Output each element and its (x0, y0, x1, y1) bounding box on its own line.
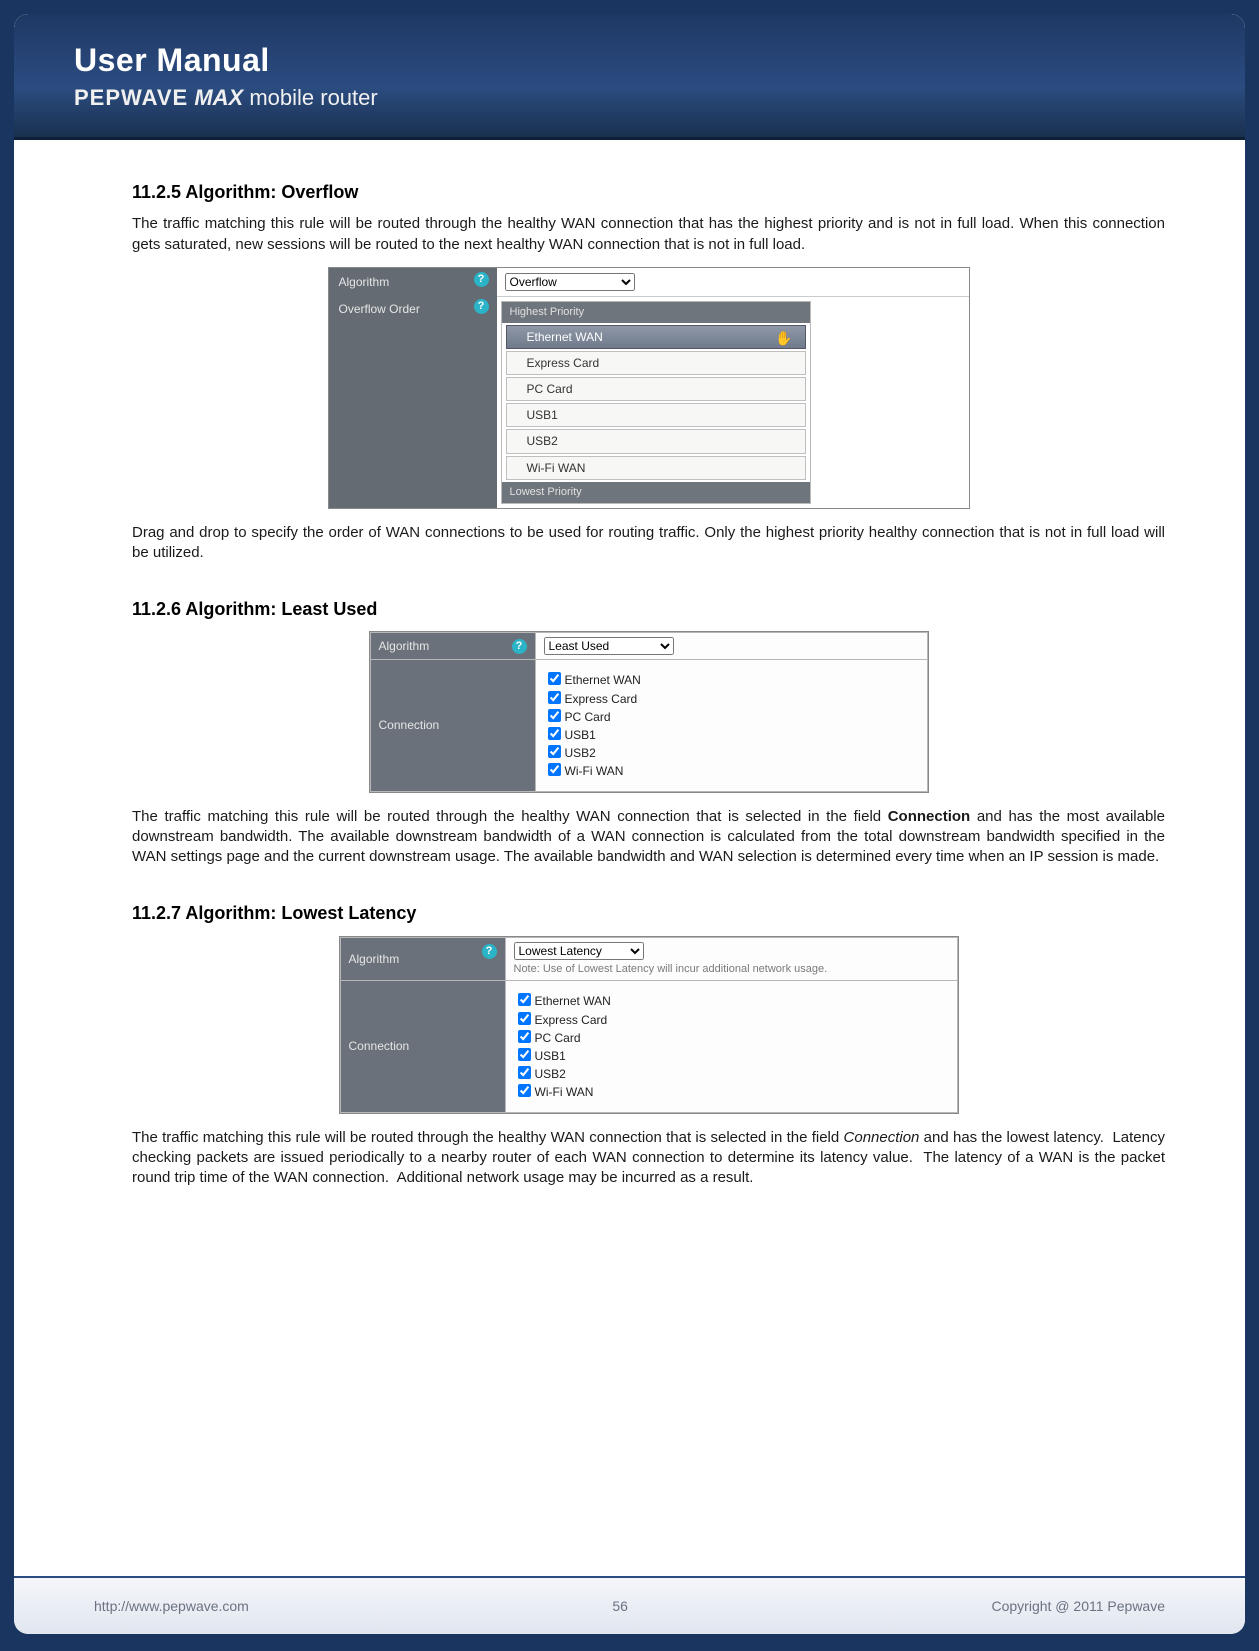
connection-options: Ethernet WAN Express Card PC Card USB1 U… (544, 664, 919, 786)
connection-checkbox[interactable] (548, 745, 561, 758)
priority-item[interactable]: PC Card (506, 377, 806, 401)
priority-item-label: USB1 (527, 408, 558, 422)
algorithm-select[interactable]: Least Used (544, 637, 674, 655)
priority-list[interactable]: Highest Priority Ethernet WAN ✋ Express … (501, 301, 811, 504)
connection-checkbox[interactable] (518, 1048, 531, 1061)
connection-checkbox[interactable] (518, 993, 531, 1006)
help-icon[interactable]: ? (474, 299, 489, 314)
connection-checkbox[interactable] (548, 709, 561, 722)
connection-option[interactable]: PC Card (518, 1029, 945, 1046)
priority-item[interactable]: Express Card (506, 351, 806, 375)
document-footer: http://www.pepwave.com 56 Copyright @ 20… (14, 1576, 1245, 1634)
priority-item-label: PC Card (527, 382, 573, 396)
priority-item-label: Ethernet WAN (527, 330, 603, 344)
priority-footer: Lowest Priority (502, 482, 810, 503)
document-page: User Manual PEPWAVE MAX mobile router 11… (14, 14, 1245, 1634)
connection-option[interactable]: Wi-Fi WAN (548, 762, 915, 779)
connection-option[interactable]: USB2 (548, 744, 915, 761)
footer-url: http://www.pepwave.com (94, 1598, 249, 1614)
priority-header: Highest Priority (502, 302, 810, 323)
connection-checkbox[interactable] (548, 691, 561, 704)
figure-leastused: Algorithm ? Least Used Connection (369, 631, 929, 792)
product-line: PEPWAVE MAX mobile router (74, 85, 1185, 111)
document-header: User Manual PEPWAVE MAX mobile router (14, 14, 1245, 140)
brand-suffix: mobile router (249, 85, 377, 110)
connection-option[interactable]: PC Card (548, 708, 915, 725)
connection-option[interactable]: Ethernet WAN (548, 671, 915, 688)
connection-option[interactable]: USB1 (548, 726, 915, 743)
overflow-para-1: The traffic matching this rule will be r… (132, 214, 1165, 255)
connection-checkbox[interactable] (548, 727, 561, 740)
grab-cursor-icon: ✋ (775, 329, 792, 348)
connection-checkbox[interactable] (518, 1084, 531, 1097)
document-content: 11.2.5 Algorithm: Overflow The traffic m… (14, 140, 1245, 1240)
algorithm-select[interactable]: Overflow (505, 273, 635, 291)
help-icon[interactable]: ? (474, 272, 489, 287)
connection-options: Ethernet WAN Express Card PC Card USB1 U… (514, 985, 949, 1107)
priority-item[interactable]: USB1 (506, 403, 806, 427)
connection-checkbox[interactable] (518, 1066, 531, 1079)
priority-item-label: Express Card (527, 356, 600, 370)
footer-page-number: 56 (612, 1598, 628, 1614)
priority-item-label: Wi-Fi WAN (527, 461, 586, 475)
label-algorithm: Algorithm (379, 639, 430, 653)
algorithm-select[interactable]: Lowest Latency (514, 942, 644, 960)
label-connection: Connection (379, 718, 440, 732)
help-icon[interactable]: ? (512, 639, 527, 654)
section-heading-overflow: 11.2.5 Algorithm: Overflow (132, 180, 1165, 204)
label-connection: Connection (349, 1039, 410, 1053)
connection-checkbox[interactable] (548, 672, 561, 685)
manual-title: User Manual (74, 42, 1185, 79)
overflow-para-2: Drag and drop to specify the order of WA… (132, 523, 1165, 564)
connection-option[interactable]: Express Card (548, 690, 915, 707)
footer-copyright: Copyright @ 2011 Pepwave (992, 1598, 1166, 1614)
connection-checkbox[interactable] (518, 1012, 531, 1025)
latency-note: Note: Use of Lowest Latency will incur a… (514, 962, 949, 977)
label-overflow-order: Overflow Order (339, 302, 420, 316)
priority-item[interactable]: Ethernet WAN ✋ (506, 325, 806, 349)
priority-item[interactable]: Wi-Fi WAN (506, 456, 806, 480)
help-icon[interactable]: ? (482, 944, 497, 959)
lowest-para: The traffic matching this rule will be r… (132, 1128, 1165, 1189)
priority-item-label: USB2 (527, 434, 558, 448)
figure-overflow: Algorithm ? Overflow Order ? Overflow (328, 267, 970, 509)
connection-checkbox[interactable] (548, 763, 561, 776)
priority-item[interactable]: USB2 (506, 429, 806, 453)
connection-checkbox[interactable] (518, 1030, 531, 1043)
brand-prefix: PEPWAVE (74, 85, 188, 110)
connection-option[interactable]: Wi-Fi WAN (518, 1083, 945, 1100)
figure-lowest: Algorithm ? Lowest Latency Note: Use of … (339, 936, 959, 1114)
connection-option[interactable]: Ethernet WAN (518, 992, 945, 1009)
leastused-para: The traffic matching this rule will be r… (132, 807, 1165, 868)
label-algorithm: Algorithm (339, 275, 390, 289)
label-algorithm: Algorithm (349, 952, 400, 966)
section-heading-leastused: 11.2.6 Algorithm: Least Used (132, 597, 1165, 621)
connection-option[interactable]: USB2 (518, 1065, 945, 1082)
connection-option[interactable]: Express Card (518, 1011, 945, 1028)
section-heading-lowest: 11.2.7 Algorithm: Lowest Latency (132, 901, 1165, 925)
brand-model: MAX (194, 85, 243, 110)
connection-option[interactable]: USB1 (518, 1047, 945, 1064)
